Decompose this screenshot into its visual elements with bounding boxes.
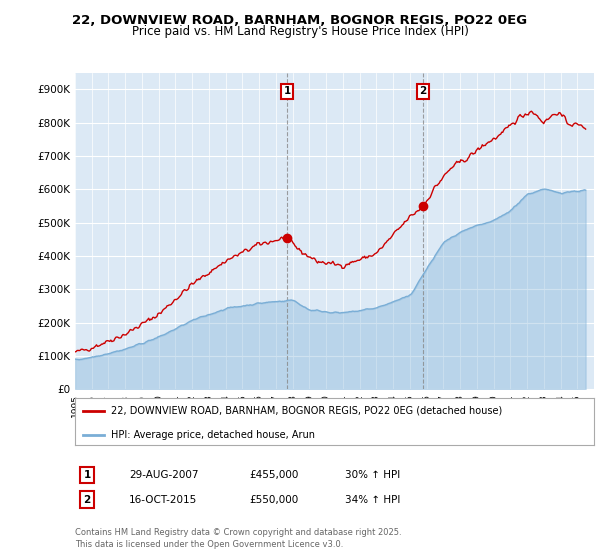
Text: 2: 2 <box>83 494 91 505</box>
Text: Contains HM Land Registry data © Crown copyright and database right 2025.
This d: Contains HM Land Registry data © Crown c… <box>75 528 401 549</box>
Text: 29-AUG-2007: 29-AUG-2007 <box>129 470 199 480</box>
Text: 16-OCT-2015: 16-OCT-2015 <box>129 494 197 505</box>
Text: HPI: Average price, detached house, Arun: HPI: Average price, detached house, Arun <box>112 430 316 440</box>
Text: 1: 1 <box>283 86 290 96</box>
Text: £455,000: £455,000 <box>249 470 298 480</box>
Text: 2: 2 <box>419 86 427 96</box>
Text: 34% ↑ HPI: 34% ↑ HPI <box>345 494 400 505</box>
Text: 30% ↑ HPI: 30% ↑ HPI <box>345 470 400 480</box>
Text: 22, DOWNVIEW ROAD, BARNHAM, BOGNOR REGIS, PO22 0EG: 22, DOWNVIEW ROAD, BARNHAM, BOGNOR REGIS… <box>73 14 527 27</box>
Text: Price paid vs. HM Land Registry's House Price Index (HPI): Price paid vs. HM Land Registry's House … <box>131 25 469 38</box>
Text: 1: 1 <box>83 470 91 480</box>
Text: £550,000: £550,000 <box>249 494 298 505</box>
Text: 22, DOWNVIEW ROAD, BARNHAM, BOGNOR REGIS, PO22 0EG (detached house): 22, DOWNVIEW ROAD, BARNHAM, BOGNOR REGIS… <box>112 406 503 416</box>
